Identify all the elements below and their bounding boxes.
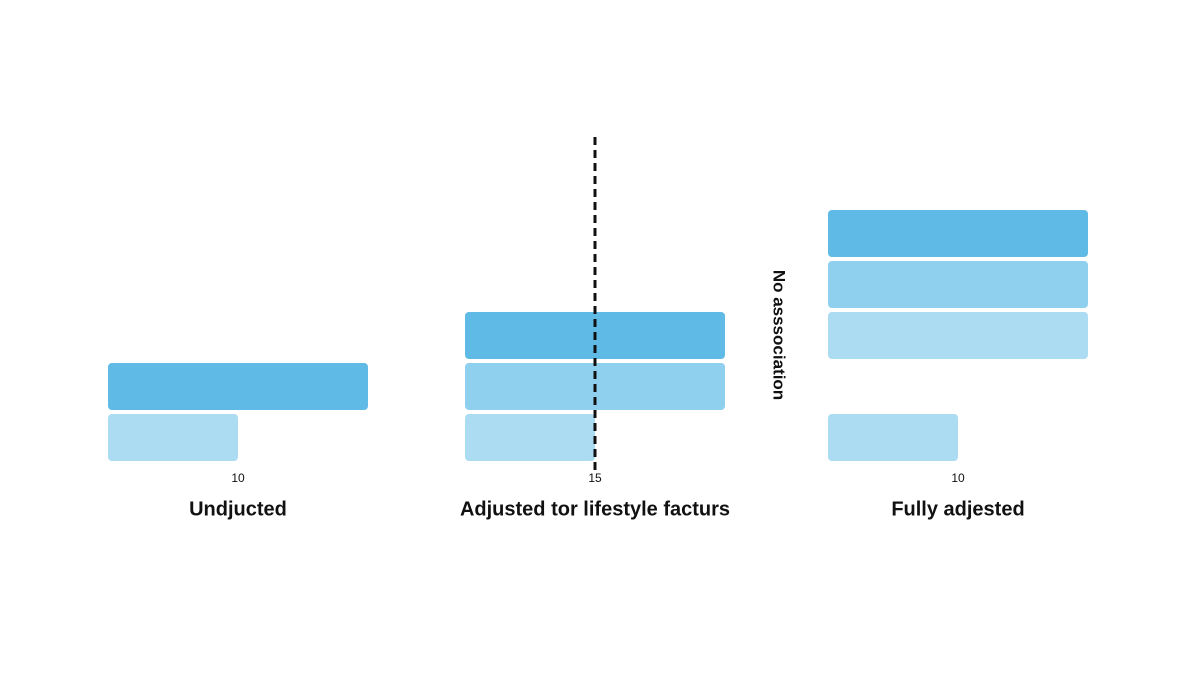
bar bbox=[828, 414, 958, 461]
bar bbox=[828, 261, 1088, 308]
bar bbox=[828, 312, 1088, 359]
panel-title: Fully adjested bbox=[891, 498, 1024, 520]
bar bbox=[108, 414, 238, 461]
bar bbox=[828, 210, 1088, 257]
panel-title: Undjucted bbox=[189, 498, 287, 520]
bar bbox=[465, 414, 595, 461]
panel-title: Adjusted tor lifestyle facturs bbox=[460, 498, 730, 520]
bar bbox=[108, 363, 368, 410]
annotation: No asssociation bbox=[770, 270, 789, 400]
x-tick-label: 10 bbox=[231, 471, 245, 485]
x-tick-label: 15 bbox=[588, 471, 602, 485]
x-tick-label: 10 bbox=[951, 471, 965, 485]
